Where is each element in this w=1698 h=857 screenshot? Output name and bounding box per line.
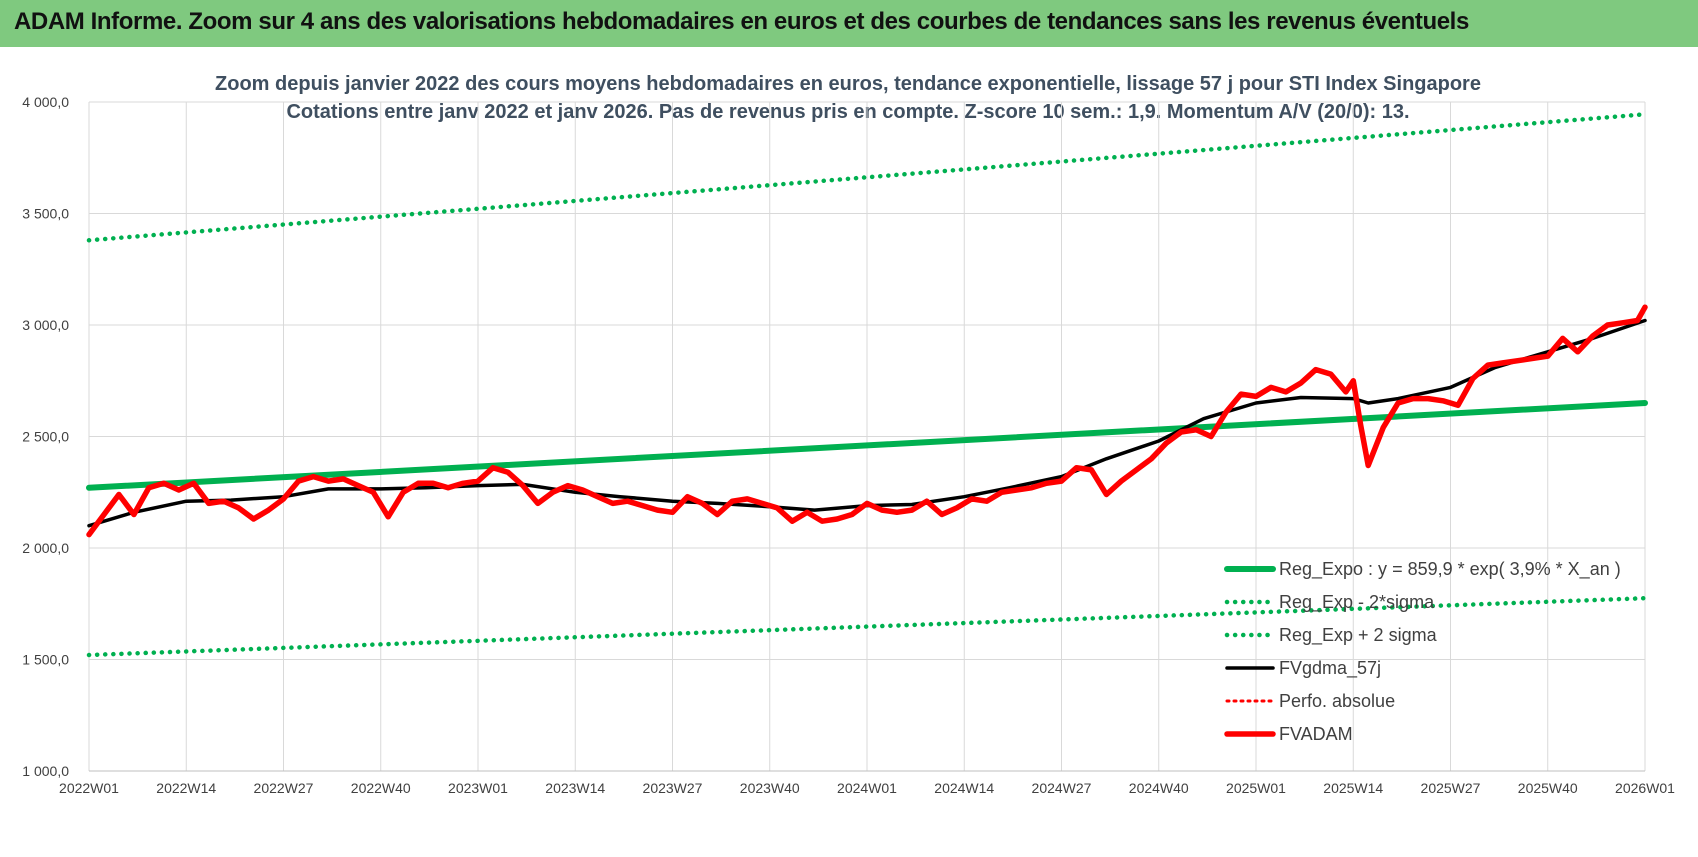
gridlines (88, 101, 1646, 772)
series-line-reg-expo-y-859-9-exp-3-9-x-an (86, 400, 1648, 491)
x-tick-label: 2023W14 (545, 780, 605, 796)
series-line-fvadam (86, 304, 1648, 538)
x-tick-label: 2023W40 (740, 780, 800, 796)
series-layer (86, 112, 1648, 658)
series-line-reg-exp-2-sigma (86, 112, 1648, 243)
axes: 1 000,0 1 500,0 2 000,0 2 500,0 3 000,0 3 500… (22, 94, 1675, 796)
line-chart: Zoom depuis janvier 2022 des cours moyen… (22, 73, 1675, 796)
y-tick-label: 3 000,0 (22, 317, 69, 333)
legend-label: FVADAM (1279, 724, 1353, 744)
x-tick-label: 2022W27 (254, 780, 314, 796)
x-tick-label: 2025W14 (1323, 780, 1383, 796)
series-line-reg-exp-2-sigma (86, 595, 1648, 658)
y-tick-label: 3 500,0 (22, 206, 69, 222)
legend-label: Perfo. absolue (1279, 691, 1395, 711)
y-tick-label: 1 500,0 (22, 652, 69, 668)
y-tick-label: 2 000,0 (22, 540, 69, 556)
x-tick-label: 2026W01 (1615, 780, 1675, 796)
legend-label: FVgdma_57j (1279, 658, 1381, 679)
legend-label: Reg_Exp - 2*sigma (1279, 592, 1435, 613)
x-tick-label: 2024W40 (1129, 780, 1189, 796)
legend-label: Reg_Expo : y = 859,9 * exp( 3,9% * X_an … (1279, 559, 1621, 580)
legend-label: Reg_Exp + 2 sigma (1279, 625, 1438, 646)
x-tick-label: 2022W01 (59, 780, 119, 796)
y-tick-label: 2 500,0 (22, 429, 69, 445)
chart-title: Zoom depuis janvier 2022 des cours moyen… (215, 73, 1481, 95)
x-tick-label: 2025W01 (1226, 780, 1286, 796)
y-tick-label: 4 000,0 (22, 94, 69, 110)
x-tick-label: 2024W27 (1032, 780, 1092, 796)
x-tick-label: 2023W01 (448, 780, 508, 796)
y-tick-label: 1 000,0 (22, 763, 69, 779)
report-banner: ADAM Informe. Zoom sur 4 ans des valoris… (0, 0, 1698, 47)
x-tick-label: 2024W14 (934, 780, 994, 796)
series-line-fvgdma-57j (87, 318, 1647, 528)
x-tick-label: 2022W40 (351, 780, 411, 796)
x-tick-label: 2022W14 (156, 780, 216, 796)
x-tick-label: 2025W40 (1518, 780, 1578, 796)
x-tick-label: 2024W01 (837, 780, 897, 796)
x-tick-label: 2023W27 (643, 780, 703, 796)
x-tick-label: 2025W27 (1421, 780, 1481, 796)
report-title: ADAM Informe. Zoom sur 4 ans des valoris… (14, 8, 1469, 35)
chart-subtitle: Cotations entre janv 2022 et janv 2026. … (286, 101, 1409, 123)
legend: Reg_Expo : y = 859,9 * exp( 3,9% * X_an … (1224, 559, 1621, 744)
